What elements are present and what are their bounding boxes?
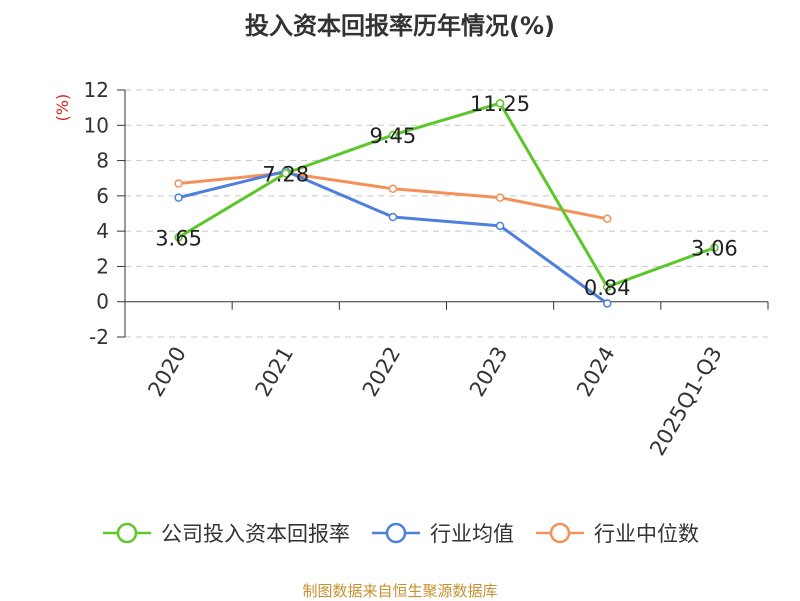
data-point [174, 233, 183, 242]
legend-label-company: 公司投入资本回报率 [161, 522, 350, 546]
data-label: 7.28 [262, 162, 309, 186]
data-point [495, 221, 505, 231]
series-line-0 [177, 101, 715, 289]
legend-circle [385, 522, 407, 544]
legend-item-industry-avg[interactable]: 行业均值 [370, 518, 514, 548]
x-tick-label: 2022 [358, 343, 406, 401]
data-point [495, 98, 505, 108]
data-point [388, 212, 398, 222]
data-point [388, 130, 398, 140]
y-tick-label: 4 [96, 219, 109, 243]
data-label: 9.45 [370, 124, 417, 148]
legend-label-industry-median: 行业中位数 [594, 522, 699, 546]
x-tick-label: 2023 [465, 343, 513, 401]
legend-line-marker-icon [103, 522, 151, 544]
data-point [710, 243, 719, 252]
data-point [388, 184, 398, 194]
data-point [174, 179, 183, 188]
x-tick-label: 2025Q1-Q3 [645, 343, 727, 460]
data-point [603, 282, 612, 292]
legend-label-industry-avg: 行业均值 [430, 522, 514, 546]
data-label: 11.25 [470, 92, 530, 116]
legend-circle [116, 522, 138, 544]
y-axis-label: (%) [53, 94, 72, 122]
data-label: 0.84 [584, 276, 631, 300]
legend: 公司投入资本回报率 行业均值 行业中位数 [0, 518, 800, 548]
source-note: 制图数据来自恒生聚源数据库 [302, 582, 498, 600]
legend-item-industry-median[interactable]: 行业中位数 [534, 518, 699, 548]
chart-title: 投入资本回报率历年情况(%) [245, 12, 555, 40]
data-point [603, 299, 612, 308]
y-tick-label: -2 [89, 325, 109, 349]
data-point [281, 169, 290, 178]
legend-line-marker-icon [372, 522, 420, 544]
y-tick-label: 2 [96, 254, 109, 278]
y-tick-label: 6 [96, 184, 109, 208]
y-tick-label: 8 [96, 149, 109, 173]
y-tick-label: 12 [84, 78, 109, 102]
legend-line-marker-icon [536, 522, 584, 544]
y-tick-label: 0 [96, 290, 109, 314]
x-tick-label: 2021 [251, 343, 299, 401]
y-tick-label: 10 [84, 113, 109, 137]
legend-circle [549, 522, 571, 544]
data-label: 3.06 [691, 237, 738, 261]
data-point [495, 193, 505, 202]
x-tick-label: 2020 [143, 343, 191, 401]
x-tick-label: 2024 [572, 343, 620, 401]
data-point [174, 193, 183, 202]
legend-item-company[interactable]: 公司投入资本回报率 [101, 518, 350, 548]
data-label: 3.65 [155, 226, 202, 250]
data-point [603, 214, 612, 224]
